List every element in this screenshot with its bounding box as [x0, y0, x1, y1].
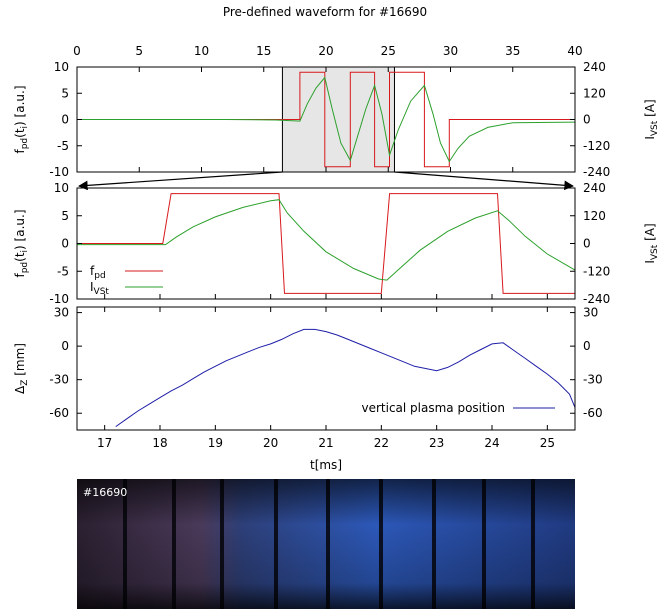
- x-tick-label: 23: [429, 436, 444, 450]
- x-top-tick-label: 5: [135, 44, 143, 58]
- x-tick-label: 19: [208, 436, 223, 450]
- y2-axis-label: IVSt [A]: [643, 99, 660, 139]
- series-fpd-line: [77, 71, 575, 168]
- x-tick-label: 21: [318, 436, 333, 450]
- photo-label: #16690: [83, 486, 127, 499]
- y2-tick-label: 0: [583, 339, 591, 353]
- y2-tick-label: -60: [583, 406, 603, 420]
- connector-right: [394, 171, 574, 191]
- y2-tick-label: 0: [583, 237, 591, 251]
- legend-label-z: vertical plasma position: [361, 401, 505, 415]
- series-ivst-line: [77, 199, 576, 281]
- x-top-tick-label: 40: [567, 44, 582, 58]
- y-tick-label: -10: [49, 165, 69, 179]
- y-tick-label: -30: [49, 373, 69, 387]
- y-tick-label: -10: [49, 292, 69, 306]
- x-tick-label: 25: [540, 436, 555, 450]
- legend-label-ivst: IVSt: [90, 280, 109, 297]
- y2-tick-label: 240: [583, 60, 606, 74]
- y2-tick-label: -240: [583, 165, 610, 179]
- y2-tick-label: -120: [583, 139, 610, 153]
- x-axis-label: t[ms]: [310, 458, 342, 472]
- x-tick-label: 18: [152, 436, 167, 450]
- y2-tick-label: 0: [583, 113, 591, 127]
- y-tick-label: 5: [61, 86, 69, 100]
- y-tick-label: 10: [54, 60, 69, 74]
- overview-panel: 0 5 10 15 20 25 30 35 40 10 240 5 120 0 0 -5 -120 -10 -240…: [13, 44, 660, 179]
- y2-tick-label: 120: [583, 86, 606, 100]
- y-tick-label: 0: [61, 237, 69, 251]
- y-tick-label: 0: [61, 113, 69, 127]
- x-top-tick-label: 0: [73, 44, 81, 58]
- x-top-tick-label: 10: [194, 44, 209, 58]
- y-tick-label: 10: [54, 181, 69, 195]
- y2-tick-label: -30: [583, 373, 603, 387]
- y2-tick-label: -120: [583, 264, 610, 278]
- x-top-tick-label: 15: [256, 44, 271, 58]
- x-tick-label: 24: [484, 436, 499, 450]
- x-tick-label: 22: [374, 436, 389, 450]
- y2-tick-label: 30: [583, 306, 598, 320]
- y-axis-label: ΔZ [mm]: [13, 343, 30, 394]
- y2-tick-label: -240: [583, 292, 610, 306]
- y-tick-label: 30: [54, 306, 69, 320]
- y-axis-label: fpd(ti) [a.u.]: [13, 209, 30, 277]
- series-fpd-line: [77, 193, 575, 294]
- x-top-tick-label: 35: [505, 44, 520, 58]
- zoom-connector-arrows: [78, 171, 574, 191]
- y-axis-label: fpd(ti) [a.u.]: [13, 85, 30, 153]
- y-tick-label: -5: [57, 264, 69, 278]
- plasma-camera-photo: #16690: [77, 479, 575, 609]
- series-z-line: [115, 328, 576, 428]
- y2-axis-label: IVSt [A]: [643, 223, 660, 263]
- y-tick-label: 0: [61, 339, 69, 353]
- legend-label-fpd: fpd: [90, 264, 106, 281]
- y-tick-label: -5: [57, 139, 69, 153]
- position-legend: vertical plasma position: [361, 401, 555, 415]
- x-top-tick-label: 25: [381, 44, 396, 58]
- y-tick-label: 5: [61, 209, 69, 223]
- connector-left: [78, 171, 283, 191]
- figure-title: Pre-defined waveform for #16690: [223, 5, 427, 19]
- x-top-tick-label: 30: [443, 44, 458, 58]
- x-tick-label: 17: [97, 436, 112, 450]
- y2-tick-label: 240: [583, 181, 606, 195]
- position-panel: 30 30 0 0 -30 -30 -60 -60 17 18 19 20 21 22 23 24 25 t[ms…: [13, 306, 603, 472]
- x-tick-label: 20: [263, 436, 278, 450]
- y2-tick-label: 120: [583, 209, 606, 223]
- series-ivst-line: [77, 76, 576, 163]
- x-top-tick-label: 20: [318, 44, 333, 58]
- y-tick-label: -60: [49, 406, 69, 420]
